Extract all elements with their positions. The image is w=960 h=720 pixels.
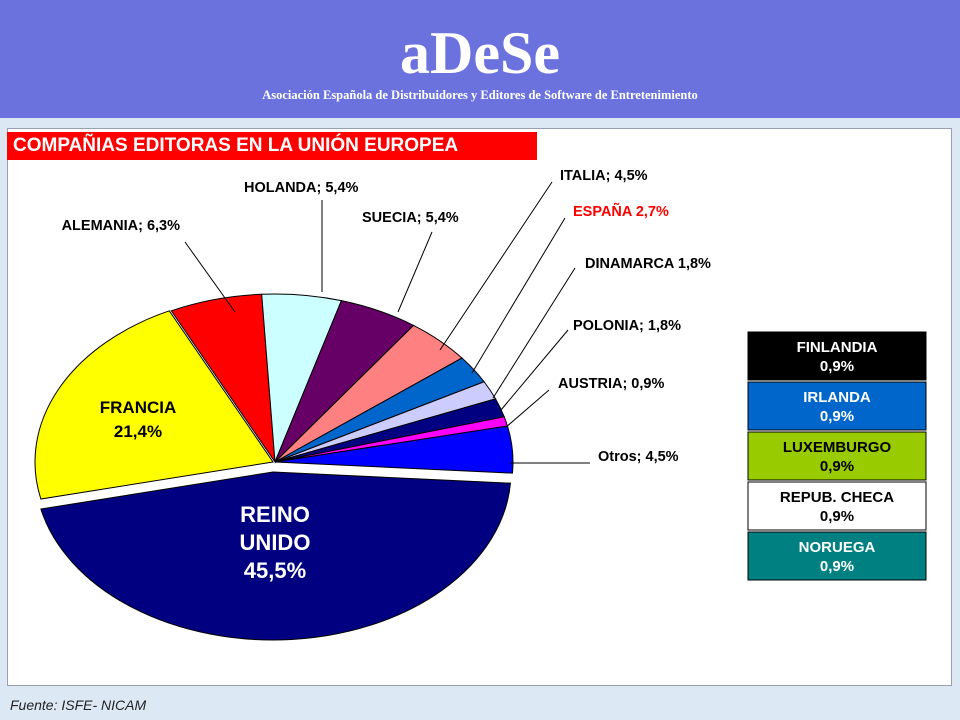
pie-slice-francia [34,310,274,500]
slice-label-italia: ITALIA; 4,5% [560,168,648,184]
leader-line-italia [439,181,553,351]
side-box-value-repub-checa: 0,9% [820,508,854,525]
slice-label-reino-unido: REINO UNIDO 45,5% [240,502,311,583]
leader-line-espana [471,217,566,374]
slice-label-francia: FRANCIA 21,4% [100,398,177,441]
leader-line-polonia [500,329,569,411]
header-subtitle: Asociación Española de Distribuidores y … [262,88,698,102]
side-box-name-repub-checa: REPUB. CHECA [780,489,894,506]
side-box-repub-checa [747,481,927,531]
side-box-name-noruega: NORUEGA [799,539,876,556]
slice-label-alemania: ALEMANIA; 6,3% [62,218,181,234]
leader-line-alemania [184,241,236,313]
side-box-value-noruega: 0,9% [820,558,854,575]
side-box-noruega [747,531,927,581]
side-box-luxemburgo [747,431,927,481]
slice-label-otros: Otros; 4,5% [598,449,679,465]
slice-label-dinamarca: DINAMARCA 1,8% [585,256,711,272]
side-box-finlandia [747,331,927,381]
source-note: Fuente: ISFE- NICAM [10,697,147,713]
side-box-name-irlanda: IRLANDA [803,389,871,406]
leader-line-dinamarca [492,267,576,399]
chart-title: COMPAÑIAS EDITORAS EN LA UNIÓN EUROPEA [7,132,537,160]
brand-logo: aDeSe [400,20,560,86]
side-box-value-luxemburgo: 0,9% [820,458,854,475]
side-box-name-luxemburgo: LUXEMBURGO [783,439,892,456]
slice-label-austria: AUSTRIA; 0,9% [558,376,664,392]
side-box-value-irlanda: 0,9% [820,408,854,425]
slice-label-polonia: POLONIA; 1,8% [573,318,681,334]
side-box-value-finlandia: 0,9% [820,358,854,375]
slice-label-holanda: HOLANDA; 5,4% [244,180,359,196]
leader-line-suecia [397,231,433,313]
slice-label-espana: ESPAÑA 2,7% [573,202,669,220]
pie-slice-reino-unido [40,471,512,641]
slice-label-suecia: SUECIA; 5,4% [362,210,459,226]
leader-line-austria [504,389,550,429]
side-box-irlanda [747,381,927,431]
header-banner: aDeSe Asociación Española de Distribuido… [0,0,960,118]
side-box-name-finlandia: FINLANDIA [797,339,878,356]
